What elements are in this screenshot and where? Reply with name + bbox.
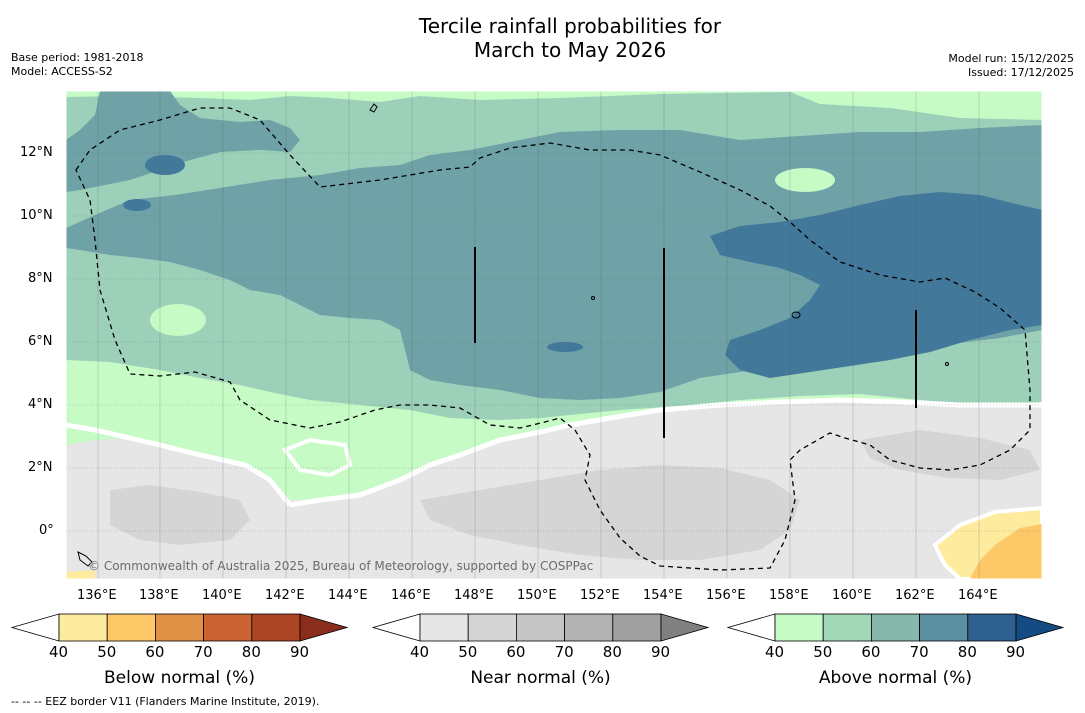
near-contour: [66, 397, 1042, 508]
title-line-1: Tercile rainfall probabilities for: [418, 14, 722, 38]
eez-border: [75, 107, 1031, 571]
meta-right: Model run: 15/12/2025 Issued: 17/12/2025: [948, 52, 1074, 80]
colorbar-near-tick: 50: [458, 643, 478, 661]
colorbar-below-segment: [106, 613, 156, 642]
colorbar-above-title: Above normal (%): [818, 668, 973, 688]
colorbar-above-segment: [774, 613, 824, 642]
blob-5: [775, 168, 835, 192]
footer-eez-note: -- -- -- EEZ border V11 (Flanders Marine…: [11, 695, 320, 708]
blob-2: [123, 199, 151, 211]
blob-6: [281, 437, 353, 478]
chart-title: Tercile rainfall probabilities for March…: [0, 14, 1085, 62]
lat-label-8n: 8°N: [28, 271, 53, 286]
colorbar-below-tick: 80: [241, 643, 261, 661]
lon-label-152e: 152°E: [580, 588, 620, 603]
colorbar-above-tick: 80: [957, 643, 977, 661]
colorbar-above-tick: 70: [909, 643, 929, 661]
region-below-50: [970, 524, 1042, 579]
region-below-40-sw: [66, 570, 95, 579]
colorbar-near-low-arrow: [371, 613, 421, 642]
model-name: Model: ACCESS-S2: [11, 65, 113, 78]
lon-label-140e: 140°E: [202, 588, 242, 603]
issued-date: Issued: 17/12/2025: [967, 66, 1074, 79]
colorbar-below-segment: [203, 613, 253, 642]
lon-label-144e: 144°E: [328, 588, 368, 603]
lon-label-142e: 142°E: [265, 588, 305, 603]
lon-label-148e: 148°E: [454, 588, 494, 603]
colorbar-near-segment: [516, 613, 566, 642]
lon-label-162e: 162°E: [895, 588, 935, 603]
colorbar-above-segment: [919, 613, 969, 642]
colorbar-above-low-arrow: [726, 613, 776, 642]
colorbar-below-tick: 90: [290, 643, 310, 661]
blob-4: [150, 304, 206, 336]
colorbar-above-segment: [822, 613, 872, 642]
title-line-2: March to May 2026: [473, 38, 667, 62]
map-frame: [65, 90, 1043, 580]
region-above-60-nw: [66, 91, 300, 192]
lon-label-146e: 146°E: [391, 588, 431, 603]
islands: [77, 103, 949, 567]
lon-label-136e: 136°E: [77, 588, 117, 603]
colorbar-above-tick: 40: [765, 643, 785, 661]
colorbar-below-segment: [154, 613, 204, 642]
colorbar-above-tick: 60: [861, 643, 881, 661]
colorbar-near-tick: 90: [651, 643, 671, 661]
lat-label-0: 0°: [39, 523, 54, 538]
colorbar-near-tick: 80: [602, 643, 622, 661]
colorbar-below-segment: [251, 613, 301, 642]
colorbar-above-high-arrow: [1015, 613, 1065, 642]
base-period: Base period: 1981-2018: [11, 51, 144, 64]
colorbars: [10, 613, 1065, 642]
map-area: [66, 91, 1042, 579]
region-above-70: [710, 192, 1042, 378]
lon-label-154e: 154°E: [643, 588, 683, 603]
blob-3: [547, 342, 583, 352]
colorbar-above-tick: 90: [1006, 643, 1026, 661]
lon-label-138e: 138°E: [139, 588, 179, 603]
colorbar-near-segment: [612, 613, 662, 642]
lon-label-164e: 164°E: [958, 588, 998, 603]
colorbar-below-tick: 60: [145, 643, 165, 661]
lon-label-150e: 150°E: [517, 588, 557, 603]
lon-label-156e: 156°E: [706, 588, 746, 603]
colorbar-near-high-arrow: [660, 613, 710, 642]
lat-label-12n: 12°N: [20, 145, 53, 160]
blob-1: [145, 155, 185, 175]
colorbar-below-tick: 70: [193, 643, 213, 661]
lat-gridlines: [66, 152, 1042, 532]
colorbar-near-tick: 40: [410, 643, 430, 661]
colorbar-below-tick: 40: [49, 643, 69, 661]
colorbar-below-segment: [58, 613, 108, 642]
colorbar-above-segment: [967, 613, 1017, 642]
colorbar-near-title: Near normal (%): [470, 668, 611, 688]
lon-label-158e: 158°E: [769, 588, 809, 603]
region-near-50: [110, 430, 1040, 560]
lat-label-2n: 2°N: [28, 460, 53, 475]
colorbar-below-tick: 50: [97, 643, 117, 661]
lon-label-160e: 160°E: [832, 588, 872, 603]
lat-label-6n: 6°N: [28, 334, 53, 349]
colorbar-above-segment: [871, 613, 921, 642]
colorbar-near-segment: [419, 613, 469, 642]
model-run: Model run: 15/12/2025: [948, 52, 1074, 65]
colorbar-near-segment: [467, 613, 517, 642]
lat-label-4n: 4°N: [28, 397, 53, 412]
colorbar-near-segment: [564, 613, 614, 642]
colorbar-below-low-arrow: [10, 613, 60, 642]
colorbar-near-tick: 60: [506, 643, 526, 661]
copyright-text: © Commonwealth of Australia 2025, Bureau…: [88, 559, 594, 573]
meta-left: Base period: 1981-2018 Model: ACCESS-S2: [11, 51, 143, 79]
colorbar-near-tick: 70: [554, 643, 574, 661]
colorbar-below-high-arrow: [299, 613, 349, 642]
colorbar-above-tick: 50: [813, 643, 833, 661]
colorbar-below-title: Below normal (%): [104, 668, 255, 688]
lat-label-10n: 10°N: [20, 208, 53, 223]
